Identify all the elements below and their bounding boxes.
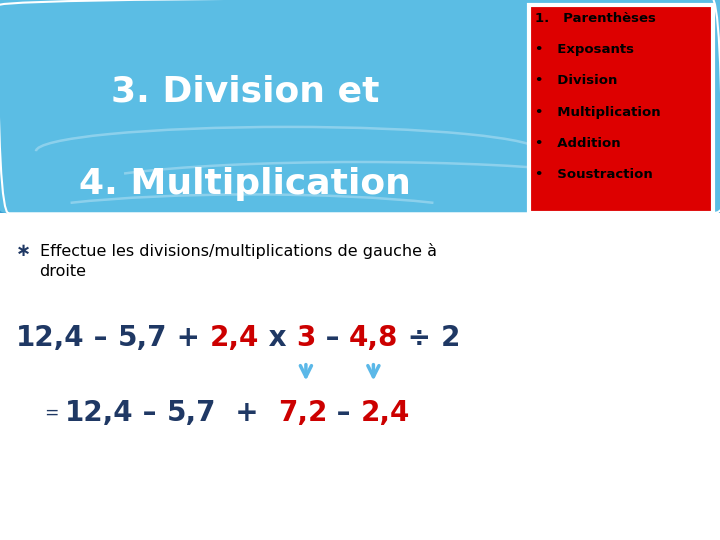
Text: +: + <box>216 399 278 427</box>
Text: 12,4: 12,4 <box>65 399 133 427</box>
FancyBboxPatch shape <box>529 5 713 213</box>
Text: 2,4: 2,4 <box>210 323 259 352</box>
Text: 1.   Parenthèses: 1. Parenthèses <box>535 12 656 25</box>
Text: •   Addition: • Addition <box>535 137 621 150</box>
Text: 2,4: 2,4 <box>360 399 410 427</box>
Text: •   Exposants: • Exposants <box>535 43 634 57</box>
Text: 5,7: 5,7 <box>117 323 167 352</box>
FancyBboxPatch shape <box>0 0 720 213</box>
Text: –: – <box>133 399 166 427</box>
Text: x: x <box>259 323 296 352</box>
Text: =: = <box>45 404 65 422</box>
Text: 7,2: 7,2 <box>278 399 327 427</box>
Text: 5,7: 5,7 <box>166 399 216 427</box>
FancyBboxPatch shape <box>0 0 720 213</box>
Text: 2: 2 <box>441 323 460 352</box>
Text: •   Soustraction: • Soustraction <box>535 167 653 181</box>
Text: –: – <box>327 399 360 427</box>
Text: 4. Multiplication: 4. Multiplication <box>79 167 410 200</box>
Text: •   Division: • Division <box>535 75 617 87</box>
Text: 12,4: 12,4 <box>16 323 84 352</box>
Text: ÷: ÷ <box>398 323 441 352</box>
Text: droite: droite <box>40 264 86 279</box>
Text: 3: 3 <box>296 323 315 352</box>
Text: ∗: ∗ <box>16 242 31 260</box>
Text: –: – <box>315 323 348 352</box>
Text: Effectue les divisions/multiplications de gauche à: Effectue les divisions/multiplications d… <box>40 243 436 259</box>
Text: –: – <box>84 323 117 352</box>
Text: 4,8: 4,8 <box>348 323 398 352</box>
Text: •   Multiplication: • Multiplication <box>535 105 660 119</box>
Text: 3. Division et: 3. Division et <box>111 75 379 109</box>
Text: +: + <box>167 323 210 352</box>
